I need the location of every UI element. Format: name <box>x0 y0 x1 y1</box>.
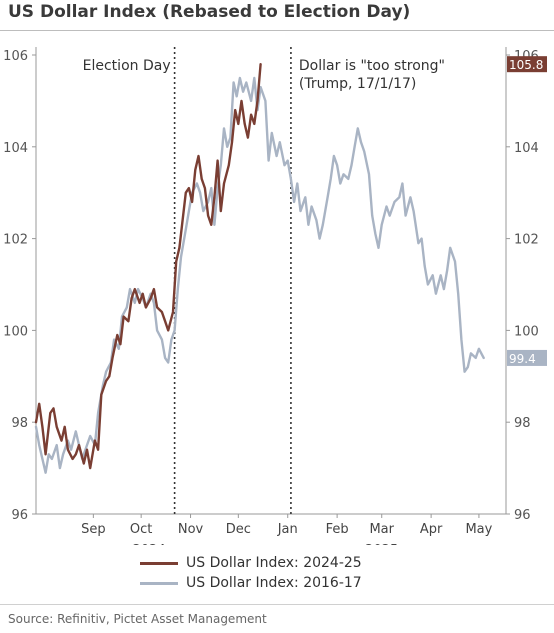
y-tick-label-left-96: 96 <box>11 508 28 523</box>
end-label-2024-25: 105.8 <box>509 58 543 72</box>
year-label-2024: 2024 <box>133 543 166 545</box>
y-tick-label-right-96: 96 <box>514 508 531 523</box>
x-tick-label-oct: Oct <box>130 522 152 537</box>
annotation-election-day: Election Day <box>83 58 171 74</box>
series-line-2024-25 <box>34 63 262 470</box>
y-tick-label-left-104: 104 <box>3 141 28 156</box>
end-label-bg-2016-17 <box>507 349 547 366</box>
legend: US Dollar Index: 2024-25 US Dollar Index… <box>140 553 362 593</box>
y-tick-label-left-102: 102 <box>3 233 28 248</box>
year-label-2025: 2025 <box>365 543 398 545</box>
y-tick-label-right-100: 100 <box>514 324 539 339</box>
annotation-too-strong-date: (Trump, 17/1/17) <box>299 76 416 92</box>
x-tick-label-jan: Jan <box>277 522 298 537</box>
y-tick-label-right-104: 104 <box>514 141 539 156</box>
source-divider <box>0 604 554 605</box>
x-tick-label-sep: Sep <box>81 522 106 537</box>
x-tick-label-feb: Feb <box>326 522 349 537</box>
legend-item-2024-25: US Dollar Index: 2024-25 <box>140 553 362 573</box>
line-chart: 96969898100100102102104104106106SepOctNo… <box>3 47 547 545</box>
title-divider <box>0 30 554 31</box>
y-tick-label-right-102: 102 <box>514 233 539 248</box>
legend-swatch-2016-17 <box>140 581 178 585</box>
y-tick-label-right-98: 98 <box>514 416 531 431</box>
y-tick-label-left-106: 106 <box>3 49 28 64</box>
x-tick-label-nov: Nov <box>178 522 204 537</box>
x-tick-label-may: May <box>465 522 492 537</box>
y-tick-label-left-100: 100 <box>3 324 28 339</box>
x-tick-label-mar: Mar <box>369 522 394 537</box>
legend-swatch-2024-25 <box>140 561 178 565</box>
end-label-bg-2024-25 <box>507 56 547 73</box>
legend-item-2016-17: US Dollar Index: 2016-17 <box>140 573 362 593</box>
y-tick-label-left-98: 98 <box>11 416 28 431</box>
x-tick-label-apr: Apr <box>420 522 443 537</box>
source-note: Source: Refinitiv, Pictet Asset Manageme… <box>8 612 267 626</box>
legend-label-2024-25: US Dollar Index: 2024-25 <box>186 555 362 571</box>
end-label-2016-17: 99.4 <box>509 352 536 366</box>
chart-title: US Dollar Index (Rebased to Election Day… <box>8 2 411 22</box>
x-tick-label-dec: Dec <box>226 522 251 537</box>
series-line-2016-17 <box>34 76 485 474</box>
legend-label-2016-17: US Dollar Index: 2016-17 <box>186 575 362 591</box>
annotation-too-strong: Dollar is "too strong" <box>299 58 445 74</box>
